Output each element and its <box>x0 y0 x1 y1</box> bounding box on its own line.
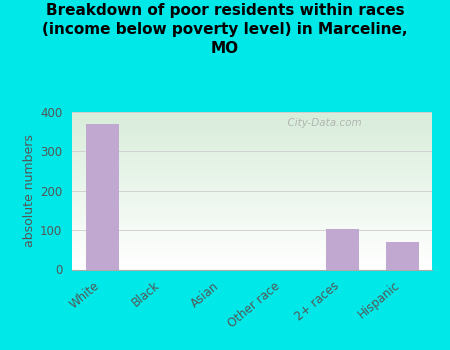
Bar <box>386 242 418 270</box>
Y-axis label: absolute numbers: absolute numbers <box>23 134 36 247</box>
Bar <box>325 229 359 270</box>
Bar <box>86 124 118 270</box>
Text: Breakdown of poor residents within races
(income below poverty level) in Marceli: Breakdown of poor residents within races… <box>42 4 408 56</box>
Text: City-Data.com: City-Data.com <box>281 118 361 128</box>
